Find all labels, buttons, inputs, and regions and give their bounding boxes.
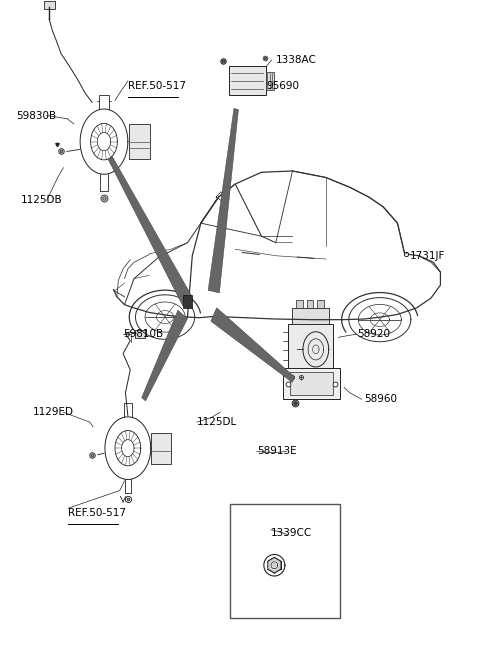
Polygon shape [268, 557, 281, 573]
Bar [283, 368, 340, 400]
Text: 58960: 58960 [364, 394, 397, 404]
Bar [296, 300, 303, 308]
Bar [290, 372, 333, 396]
Text: REF.50-517: REF.50-517 [68, 508, 126, 518]
Text: 58913E: 58913E [257, 447, 296, 457]
Bar [307, 300, 313, 308]
Text: 1731JF: 1731JF [409, 251, 445, 261]
Bar [230, 504, 340, 618]
FancyBboxPatch shape [129, 124, 150, 159]
Text: 58920: 58920 [357, 329, 390, 339]
Text: 1125DB: 1125DB [21, 195, 62, 205]
Text: 59830B: 59830B [16, 111, 56, 121]
Polygon shape [108, 156, 192, 306]
Bar [44, 1, 55, 9]
Text: 1339CC: 1339CC [271, 528, 312, 538]
Bar [288, 324, 333, 370]
Text: 95690: 95690 [266, 81, 299, 91]
Bar [135, 330, 144, 338]
Polygon shape [211, 308, 295, 383]
Bar [266, 72, 275, 90]
Bar [228, 66, 266, 96]
Polygon shape [142, 310, 188, 401]
Bar [183, 295, 192, 308]
Text: 1125DL: 1125DL [197, 417, 237, 427]
Bar [317, 300, 324, 308]
Text: REF.50-517: REF.50-517 [128, 81, 186, 91]
Text: 59810B: 59810B [123, 329, 163, 339]
Polygon shape [208, 109, 239, 293]
Text: 1338AC: 1338AC [276, 55, 317, 65]
FancyBboxPatch shape [151, 432, 171, 464]
Text: 1129ED: 1129ED [33, 407, 73, 417]
Bar [291, 308, 329, 324]
